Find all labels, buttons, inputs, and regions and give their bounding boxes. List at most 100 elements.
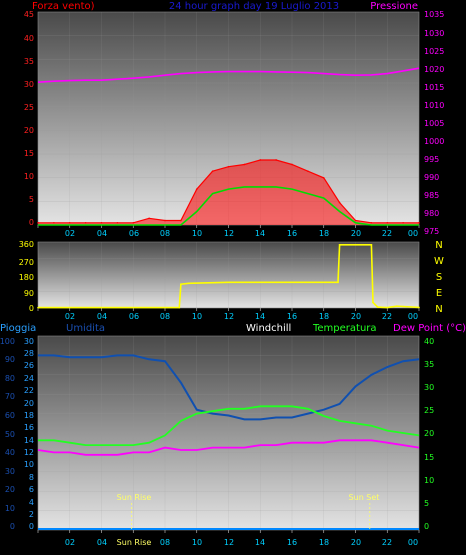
- x-tick-label: 06: [129, 229, 139, 238]
- humidity-tick-label: 90: [5, 355, 15, 364]
- wind-gust-point: [259, 159, 262, 161]
- rain-tick-label: 10: [24, 460, 34, 469]
- wind-tick-label: 20: [24, 126, 34, 135]
- rain-tick-label: 28: [24, 349, 34, 358]
- rain-tick-label: 20: [24, 399, 34, 408]
- wind-gust-point: [402, 221, 404, 224]
- temp-tick-label: 0: [424, 522, 429, 531]
- humidity-axis-title: Umidita: [66, 323, 105, 334]
- wind-direction-point: [178, 306, 181, 309]
- rain-tick-label: 18: [24, 411, 34, 420]
- temp-tick-label: 20: [424, 429, 434, 438]
- x-tick-label: 10: [192, 229, 202, 238]
- temp-tick-label: 10: [424, 476, 434, 485]
- x-tick-label: 16: [287, 312, 297, 321]
- rain-axis-title: Pioggia: [0, 323, 36, 334]
- compass-label: N: [435, 240, 442, 251]
- pressure-tick-label: 990: [424, 173, 439, 182]
- x-tick-label: 16: [287, 229, 297, 238]
- rain-tick-label: 30: [24, 337, 34, 346]
- rain-tick-label: 22: [24, 386, 34, 395]
- x-tick-label: 04: [97, 229, 107, 238]
- wind-tick-label: 35: [24, 57, 34, 66]
- rain-tick-label: 16: [24, 423, 34, 432]
- x-axis-bottom: 02 04 08 10 12 14 16 18 20 22 00 Sun Ris…: [65, 493, 418, 547]
- pressure-tick-label: 1015: [424, 83, 444, 92]
- temperature-line: [38, 405, 420, 446]
- wind-gust-point: [53, 221, 55, 224]
- compass-label: E: [436, 288, 442, 299]
- rain-tick-label: 0: [29, 522, 34, 531]
- wind-gust-point: [180, 219, 182, 222]
- wind-direction-point: [37, 306, 39, 309]
- wind-gust-point: [195, 188, 198, 190]
- pressure-tick-label: 1030: [424, 29, 444, 38]
- temp-tick-label: 15: [424, 453, 434, 462]
- wind-direction-point: [307, 281, 309, 284]
- wind-gust-point: [148, 217, 150, 220]
- temperature-legend: Temperatura: [312, 323, 377, 334]
- rain-tick-label: 26: [24, 361, 34, 370]
- wind-gust-point: [338, 201, 341, 204]
- x-tick-label: 12: [224, 538, 234, 547]
- pressure-tick-label: 1005: [424, 119, 444, 128]
- temp-tick-label: 30: [424, 383, 434, 392]
- x-tick-label: 16: [287, 538, 297, 547]
- series-layer: [37, 67, 420, 530]
- temp-tick-label: 35: [424, 360, 434, 369]
- humidity-tick-label: 50: [5, 430, 15, 439]
- wind-avg-line: [38, 186, 419, 226]
- x-tick-label: 22: [382, 229, 392, 238]
- wind-direction-point: [227, 281, 230, 284]
- x-axis: 02 04 06 08 10 12 14 16 18 20 22 00 02 0…: [65, 229, 418, 547]
- grid-lines: [37, 12, 420, 533]
- wind-tick-label: 10: [24, 172, 34, 181]
- x-tick-label: 18: [319, 538, 329, 547]
- x-tick-label: 22: [382, 312, 392, 321]
- x-tick-label: 02: [65, 538, 75, 547]
- pressure-tick-label: 995: [424, 155, 439, 164]
- wind-direction-point: [418, 306, 420, 309]
- wind-direction-point: [275, 281, 277, 284]
- x-tick-label: 08: [160, 538, 170, 547]
- wind-gust-point: [354, 219, 357, 222]
- humidity-tick-label: 70: [5, 392, 15, 401]
- wind-tick-label: 45: [24, 10, 34, 19]
- direction-tick-label: 360: [19, 240, 34, 249]
- x-tick-label: 18: [319, 229, 329, 238]
- x-tick-label: 00: [408, 229, 418, 238]
- wind-axis-title: Forza vento): [32, 1, 95, 12]
- temp-humidity-chart: Pioggia Umidita Windchill Temperatura De…: [0, 323, 466, 531]
- pressure-tick-label: 1035: [424, 10, 444, 19]
- x-tick-label: 12: [224, 229, 234, 238]
- compass-label: W: [434, 256, 444, 267]
- rain-tick-label: 14: [24, 436, 34, 445]
- wind-gust-point: [322, 177, 325, 179]
- humidity-tick-label: 40: [5, 448, 15, 457]
- wind-gust-point: [37, 221, 39, 224]
- pressure-tick-label: 1020: [424, 65, 444, 74]
- wind-direction-point: [376, 306, 379, 308]
- pressure-tick-label: 1010: [424, 101, 444, 110]
- temp-humidity-panel: [37, 335, 420, 531]
- compass-label: S: [436, 272, 442, 283]
- humidity-tick-label: 100: [0, 337, 15, 346]
- humidity-tick-label: 10: [5, 504, 15, 513]
- wind-gust-area: [38, 160, 419, 225]
- humidity-tick-label: 0: [10, 522, 15, 531]
- x-axis-top: 02 04 06 08 10 12 14 16 18 20 22 00: [65, 229, 418, 238]
- x-tick-label: 00: [408, 312, 418, 321]
- direction-tick-label: 180: [19, 273, 34, 282]
- x-tick-label: 22: [382, 538, 392, 547]
- wind-direction-line: [38, 244, 420, 309]
- pressure-tick-label: 975: [424, 227, 439, 236]
- x-tick-label: 04: [97, 312, 107, 321]
- direction-tick-label: 90: [24, 289, 34, 298]
- wind-direction-point: [338, 243, 341, 246]
- temp-tick-label: 25: [424, 406, 434, 415]
- rain-tick-label: 2: [29, 510, 34, 519]
- wind-pressure-chart: 45 40 35 30 25 20 15 10 5 0 1035 1030 10…: [24, 10, 445, 236]
- wind-gust-point: [243, 163, 246, 166]
- wind-tick-label: 25: [24, 103, 34, 112]
